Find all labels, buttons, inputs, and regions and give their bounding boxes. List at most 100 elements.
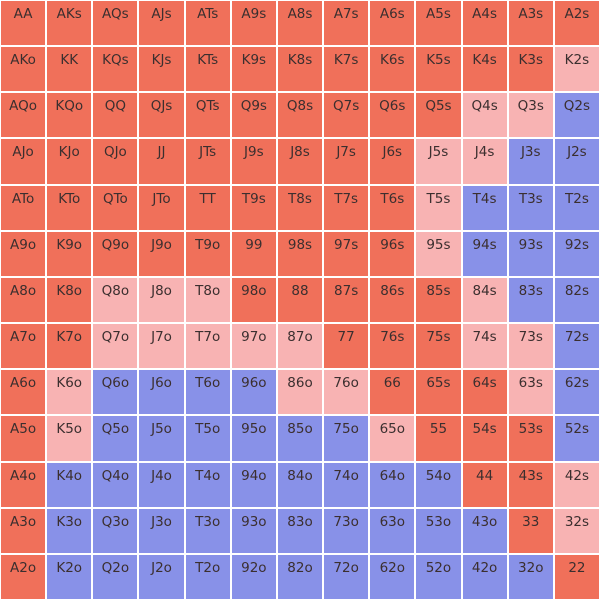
hand-cell[interactable]: TT xyxy=(184,184,231,231)
hand-cell[interactable]: J7o xyxy=(138,323,185,370)
hand-cell[interactable]: T4o xyxy=(184,461,231,508)
hand-cell[interactable]: J7s xyxy=(323,138,370,185)
hand-cell[interactable]: J9o xyxy=(138,230,185,277)
hand-cell[interactable]: 33 xyxy=(507,507,554,554)
hand-cell[interactable]: T8s xyxy=(276,184,324,231)
hand-cell[interactable]: K3o xyxy=(46,507,93,554)
hand-cell[interactable]: 84o xyxy=(276,461,324,508)
hand-cell[interactable]: KJs xyxy=(138,46,185,93)
hand-cell[interactable]: 95o xyxy=(230,415,277,462)
hand-cell[interactable]: T5s xyxy=(415,184,462,231)
hand-cell[interactable]: 85s xyxy=(415,276,462,324)
hand-cell[interactable]: 82s xyxy=(553,276,600,324)
hand-cell[interactable]: QJs xyxy=(138,92,185,139)
hand-cell[interactable]: KQs xyxy=(92,46,139,93)
hand-cell[interactable]: 86o xyxy=(276,369,324,416)
hand-cell[interactable]: 83o xyxy=(276,507,324,554)
hand-cell[interactable]: T9s xyxy=(230,184,277,231)
hand-cell[interactable]: K5o xyxy=(46,415,93,462)
hand-cell[interactable]: T2o xyxy=(184,553,231,600)
hand-cell[interactable]: 66 xyxy=(369,369,416,416)
hand-cell[interactable]: A5o xyxy=(0,415,47,462)
hand-cell[interactable]: 76s xyxy=(369,323,416,370)
hand-cell[interactable]: K2s xyxy=(553,46,600,93)
hand-cell[interactable]: 65s xyxy=(415,369,462,416)
hand-cell[interactable]: KJo xyxy=(46,138,93,185)
hand-cell[interactable]: Q6o xyxy=(92,369,139,416)
hand-cell[interactable]: T9o xyxy=(184,230,231,277)
hand-cell[interactable]: 96s xyxy=(369,230,416,277)
hand-cell[interactable]: K8o xyxy=(46,276,93,324)
hand-cell[interactable]: 72s xyxy=(553,323,600,370)
hand-cell[interactable]: 84s xyxy=(461,276,508,324)
hand-cell[interactable]: K2o xyxy=(46,553,93,600)
hand-cell[interactable]: 54o xyxy=(415,461,462,508)
hand-cell[interactable]: 83s xyxy=(507,276,554,324)
hand-cell[interactable]: K6o xyxy=(46,369,93,416)
hand-cell[interactable]: K5s xyxy=(415,46,462,93)
hand-cell[interactable]: 73s xyxy=(507,323,554,370)
hand-cell[interactable]: 74s xyxy=(461,323,508,370)
hand-cell[interactable]: J6o xyxy=(138,369,185,416)
hand-cell[interactable]: Q3o xyxy=(92,507,139,554)
hand-cell[interactable]: J5s xyxy=(415,138,462,185)
hand-cell[interactable]: A2o xyxy=(0,553,47,600)
hand-cell[interactable]: 82o xyxy=(276,553,324,600)
hand-cell[interactable]: 52s xyxy=(553,415,600,462)
hand-cell[interactable]: A9o xyxy=(0,230,47,277)
hand-cell[interactable]: T8o xyxy=(184,276,231,324)
hand-cell[interactable]: J5o xyxy=(138,415,185,462)
hand-cell[interactable]: 32s xyxy=(553,507,600,554)
hand-cell[interactable]: T2s xyxy=(553,184,600,231)
hand-cell[interactable]: J8o xyxy=(138,276,185,324)
hand-cell[interactable]: A4s xyxy=(461,0,508,47)
hand-cell[interactable]: 42s xyxy=(553,461,600,508)
hand-cell[interactable]: 62s xyxy=(553,369,600,416)
hand-cell[interactable]: ATo xyxy=(0,184,47,231)
hand-cell[interactable]: 99 xyxy=(230,230,277,277)
hand-cell[interactable]: 93s xyxy=(507,230,554,277)
hand-cell[interactable]: A3o xyxy=(0,507,47,554)
hand-cell[interactable]: T7o xyxy=(184,323,231,370)
hand-cell[interactable]: Q4o xyxy=(92,461,139,508)
hand-cell[interactable]: J8s xyxy=(276,138,324,185)
hand-cell[interactable]: JTo xyxy=(138,184,185,231)
hand-cell[interactable]: 87o xyxy=(276,323,324,370)
hand-cell[interactable]: 75o xyxy=(323,415,370,462)
hand-cell[interactable]: J6s xyxy=(369,138,416,185)
hand-cell[interactable]: AQs xyxy=(92,0,139,47)
hand-cell[interactable]: 53s xyxy=(507,415,554,462)
hand-cell[interactable]: AJs xyxy=(138,0,185,47)
hand-cell[interactable]: 88 xyxy=(276,276,324,324)
hand-cell[interactable]: K4s xyxy=(461,46,508,93)
hand-cell[interactable]: T3o xyxy=(184,507,231,554)
hand-cell[interactable]: A7s xyxy=(323,0,370,47)
hand-cell[interactable]: K7o xyxy=(46,323,93,370)
hand-cell[interactable]: T7s xyxy=(323,184,370,231)
hand-cell[interactable]: J4o xyxy=(138,461,185,508)
hand-cell[interactable]: 98s xyxy=(276,230,324,277)
hand-cell[interactable]: 54s xyxy=(461,415,508,462)
hand-cell[interactable]: 64s xyxy=(461,369,508,416)
hand-cell[interactable]: K6s xyxy=(369,46,416,93)
hand-cell[interactable]: Q8o xyxy=(92,276,139,324)
hand-cell[interactable]: KQo xyxy=(46,92,93,139)
hand-cell[interactable]: 55 xyxy=(415,415,462,462)
hand-cell[interactable]: Q7o xyxy=(92,323,139,370)
hand-cell[interactable]: JTs xyxy=(184,138,231,185)
hand-cell[interactable]: 74o xyxy=(323,461,370,508)
hand-cell[interactable]: 53o xyxy=(415,507,462,554)
hand-cell[interactable]: AKs xyxy=(46,0,93,47)
hand-cell[interactable]: 43o xyxy=(461,507,508,554)
hand-cell[interactable]: T4s xyxy=(461,184,508,231)
hand-cell[interactable]: A7o xyxy=(0,323,47,370)
hand-cell[interactable]: 86s xyxy=(369,276,416,324)
hand-cell[interactable]: AJo xyxy=(0,138,47,185)
hand-cell[interactable]: QQ xyxy=(92,92,139,139)
hand-cell[interactable]: 44 xyxy=(461,461,508,508)
hand-cell[interactable]: 93o xyxy=(230,507,277,554)
hand-cell[interactable]: Q4s xyxy=(461,92,508,139)
hand-cell[interactable]: 42o xyxy=(461,553,508,600)
hand-cell[interactable]: Q3s xyxy=(507,92,554,139)
hand-cell[interactable]: K3s xyxy=(507,46,554,93)
